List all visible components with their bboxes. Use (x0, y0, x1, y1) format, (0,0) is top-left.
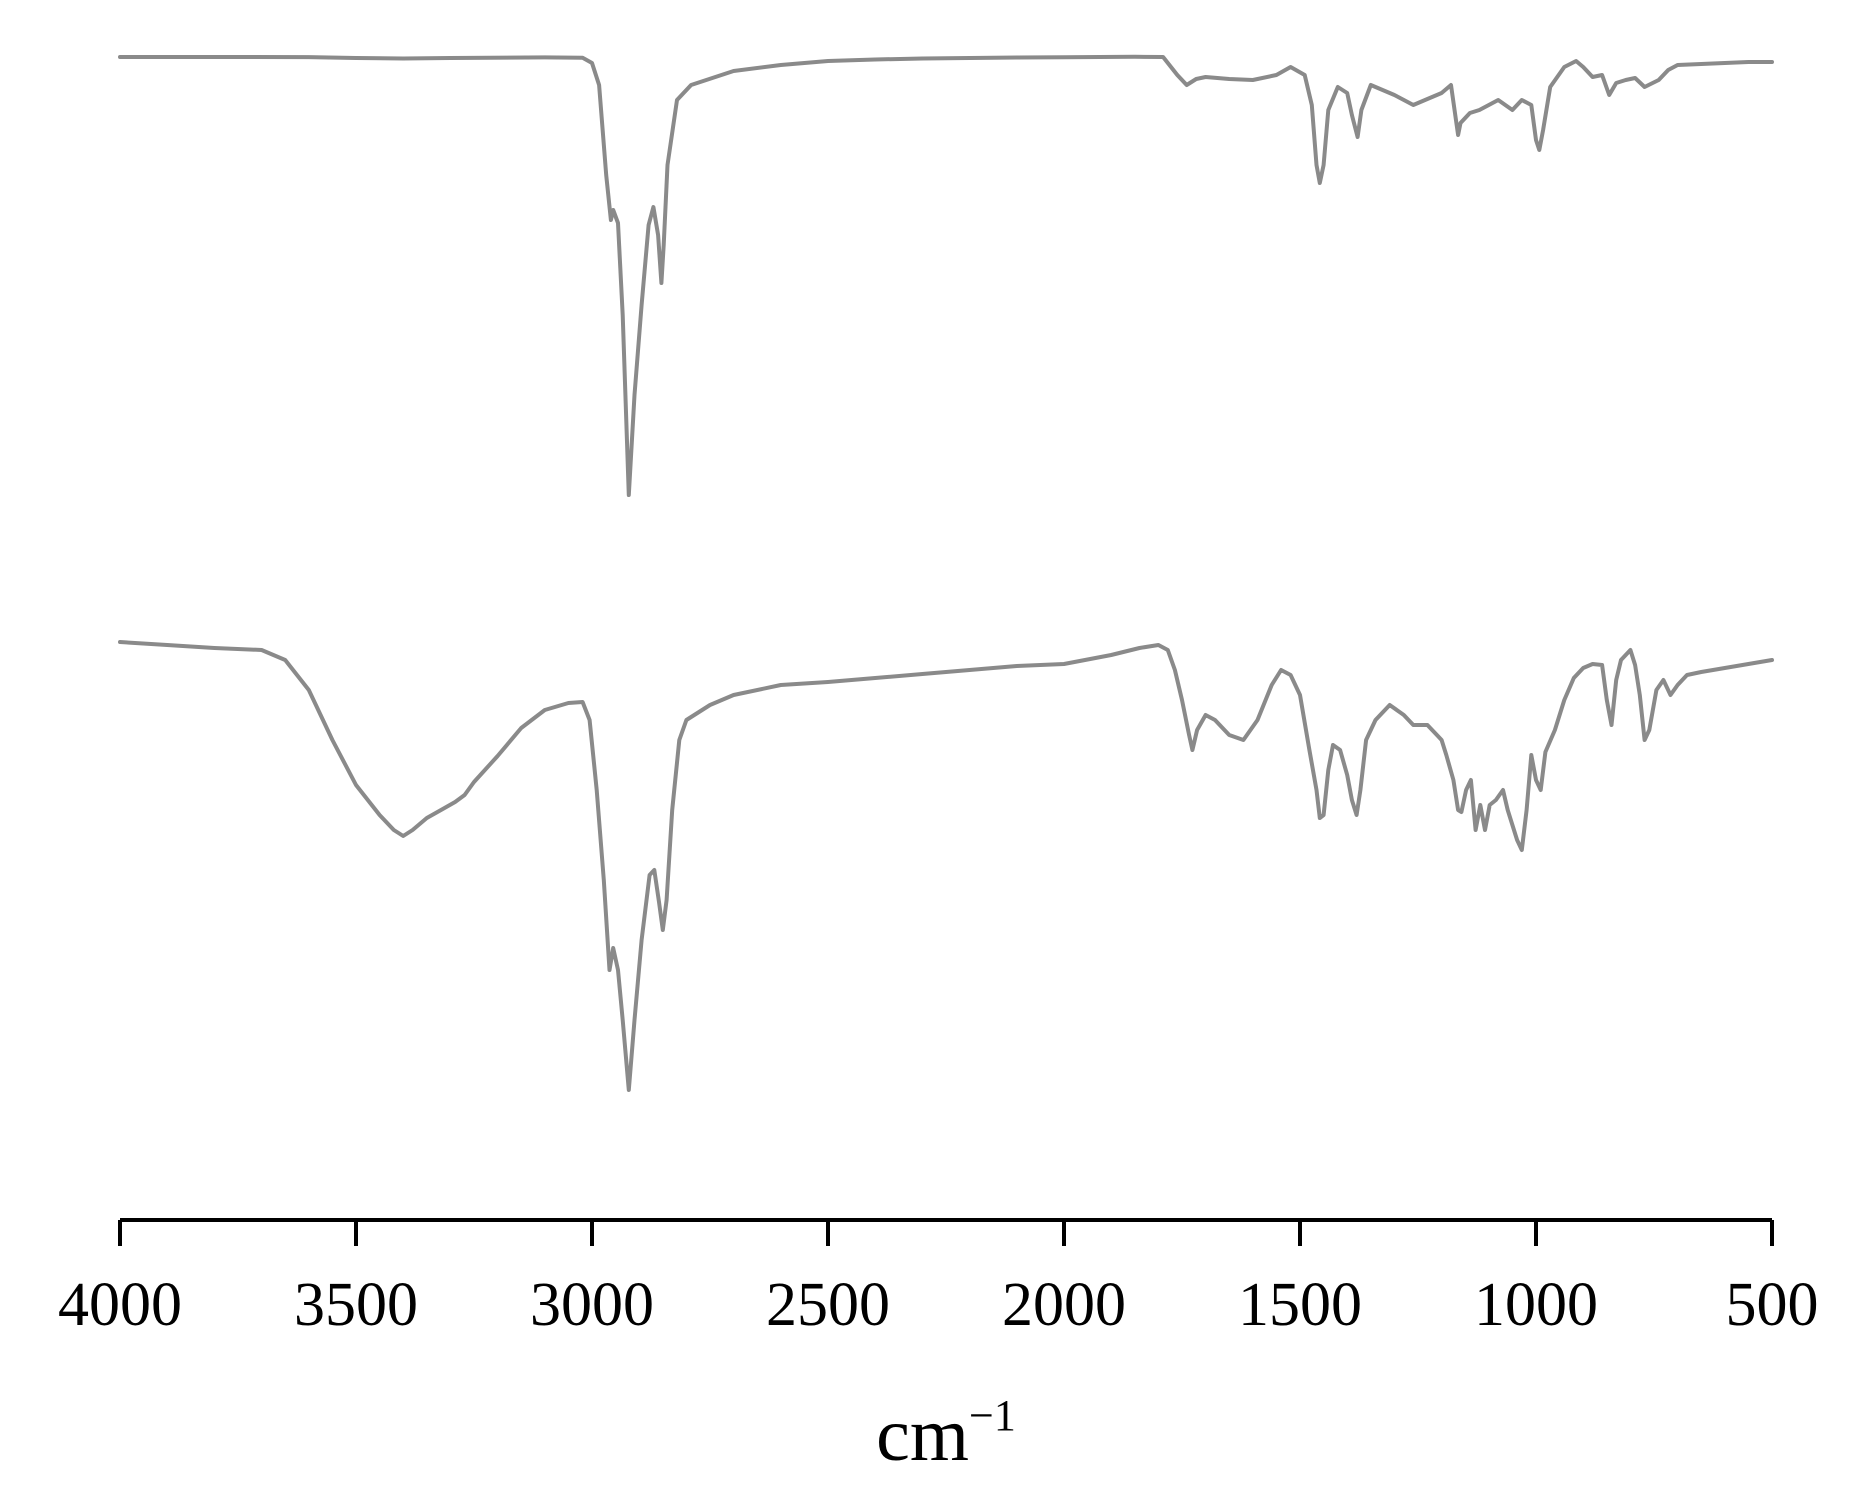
x-axis-ticks (118, 1220, 1774, 1246)
x-tick-label-1000: 1000 (1474, 1271, 1598, 1339)
x-tick-label-2000: 2000 (1002, 1271, 1126, 1339)
plot-area (118, 54, 1774, 1092)
x-axis-title-exponent: −1 (969, 1391, 1016, 1440)
x-axis-tick-labels: 4000 3500 3000 2500 2000 1500 1000 500 (58, 1271, 1819, 1339)
x-tick-label-2500: 2500 (766, 1271, 890, 1339)
x-tick-label-3500: 3500 (294, 1271, 418, 1339)
x-tick-label-1500: 1500 (1238, 1271, 1362, 1339)
x-tick-label-500: 500 (1726, 1271, 1819, 1339)
x-axis-title-unit: cm (876, 1393, 969, 1477)
spectrum-top (118, 54, 1774, 497)
x-tick-label-4000: 4000 (58, 1271, 182, 1339)
x-axis: 4000 3500 3000 2500 2000 1500 1000 500 cm−1 (58, 1218, 1819, 1477)
x-axis-title: cm−1 (876, 1391, 1016, 1477)
x-tick-label-3000: 3000 (530, 1271, 654, 1339)
spectrum-bottom (118, 640, 1774, 1092)
